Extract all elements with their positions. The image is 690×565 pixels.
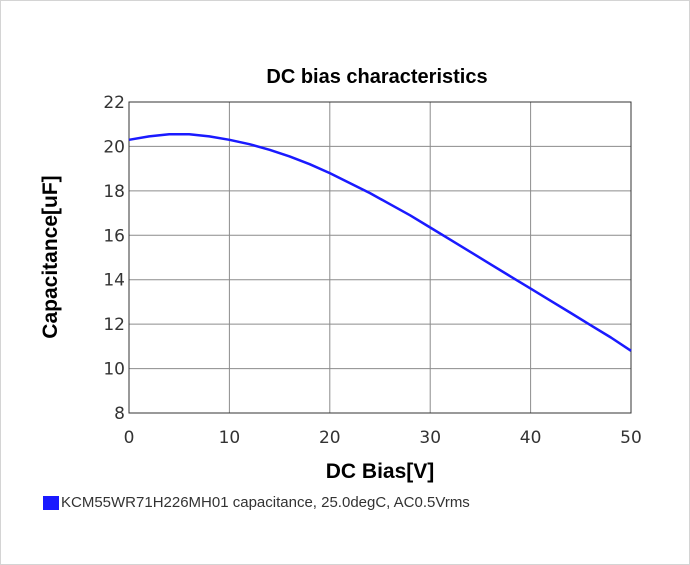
legend: KCM55WR71H226MH01 capacitance, 25.0degC,…: [43, 494, 470, 511]
x-axis-ticks: 0 10 20 30 40 50: [124, 428, 642, 448]
y-tick-label: 10: [103, 360, 125, 380]
y-tick-label: 16: [103, 226, 125, 246]
x-tick-label: 40: [520, 428, 542, 448]
x-tick-label: 0: [124, 428, 135, 448]
plot-area: [128, 101, 632, 414]
x-tick-label: 30: [419, 428, 441, 448]
x-tick-label: 20: [319, 428, 341, 448]
y-tick-label: 22: [103, 93, 125, 113]
x-tick-label: 50: [620, 428, 642, 448]
series-line: [128, 132, 632, 352]
x-axis-title: DC Bias[V]: [326, 460, 435, 483]
y-axis-title: Capacitance[uF]: [39, 175, 62, 338]
y-tick-label: 18: [103, 182, 125, 202]
y-axis-ticks: 8 10 12 14 16 18 20 22: [103, 93, 125, 424]
y-tick-label: 12: [103, 315, 125, 335]
y-tick-label: 14: [103, 271, 125, 291]
x-tick-label: 10: [219, 428, 241, 448]
y-tick-label: 20: [103, 137, 125, 157]
chart-title: DC bias characteristics: [266, 66, 487, 88]
grid-lines: [129, 102, 631, 413]
legend-swatch: [43, 495, 59, 510]
legend-label: KCM55WR71H226MH01 capacitance, 25.0degC,…: [61, 494, 470, 511]
y-tick-label: 8: [114, 404, 125, 424]
